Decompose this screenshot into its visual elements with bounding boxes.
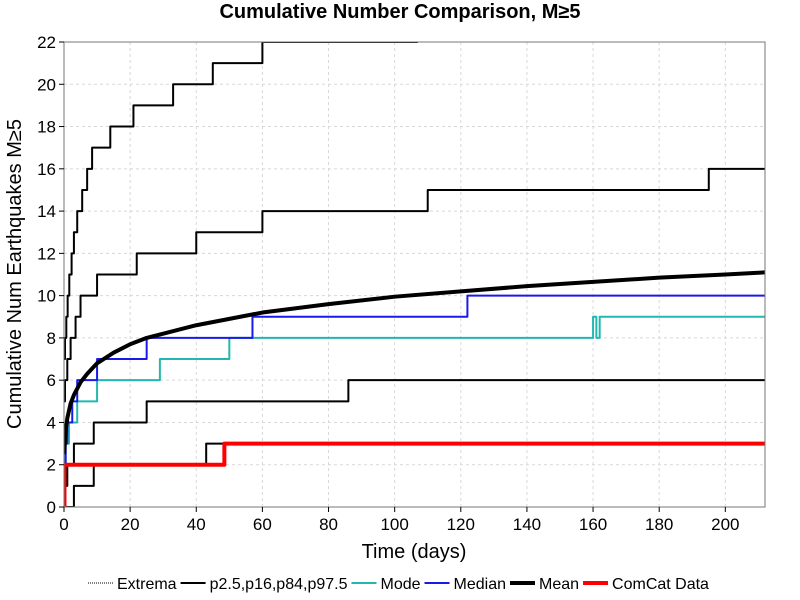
legend-label: Mean (539, 576, 579, 593)
series-line-p97-5 (64, 42, 418, 361)
legend-entry: p2.5,p16,p84,p97.5 (180, 576, 348, 593)
legend-label: Mode (380, 576, 420, 593)
y-tick-label: 0 (47, 498, 56, 517)
legend-entry: Mean (510, 576, 579, 593)
y-tick-label: 4 (47, 413, 56, 432)
y-tick-label: 18 (37, 118, 56, 137)
legend-label: Extrema (117, 576, 177, 593)
x-tick-label: 140 (513, 515, 541, 534)
legend: Extrema p2.5,p16,p84,p97.5 Mode Median Mean C… (88, 576, 709, 593)
chart-title: Cumulative Number Comparison, M≥5 (219, 1, 580, 23)
plot-background (64, 42, 765, 507)
y-tick-label: 22 (37, 33, 56, 52)
legend-entry: ComCat Data (583, 576, 709, 593)
legend-entry: Mode (351, 576, 421, 593)
y-tick-label: 16 (37, 160, 56, 179)
legend-entry: Median (424, 576, 506, 593)
x-tick-label: 0 (59, 515, 68, 534)
x-tick-label: 160 (579, 515, 607, 534)
y-tick-label: 2 (47, 456, 56, 475)
legend-entry: Extrema (88, 576, 177, 593)
x-tick-label: 180 (645, 515, 673, 534)
legend-label: p2.5,p16,p84,p97.5 (210, 576, 348, 593)
series-line-mean (64, 270, 765, 455)
x-tick-label: 100 (380, 515, 408, 534)
legend-label: ComCat Data (612, 576, 709, 593)
series-line-p84 (64, 167, 765, 403)
x-tick-label: 120 (447, 515, 475, 534)
y-tick-label: 8 (47, 329, 56, 348)
x-tick-label: 40 (187, 515, 206, 534)
tick-layer: 0 20 40 60 80 100 120 140 160 180 200 0 2 4 6 8 10 12 14 16… (37, 33, 739, 534)
legend-label: Median (454, 576, 506, 593)
y-tick-label: 10 (37, 287, 56, 306)
y-tick-label: 6 (47, 371, 56, 390)
y-tick-label: 12 (37, 244, 56, 263)
x-tick-label: 60 (253, 515, 272, 534)
plot-frame (63, 41, 766, 508)
x-axis-label: Time (days) (362, 541, 467, 563)
x-tick-label: 20 (121, 515, 140, 534)
x-tick-label: 200 (711, 515, 739, 534)
y-tick-label: 20 (37, 75, 56, 94)
y-tick-label: 14 (37, 202, 56, 221)
y-axis-label: Cumulative Num Earthquakes M≥5 (4, 119, 26, 429)
x-tick-label: 80 (319, 515, 338, 534)
